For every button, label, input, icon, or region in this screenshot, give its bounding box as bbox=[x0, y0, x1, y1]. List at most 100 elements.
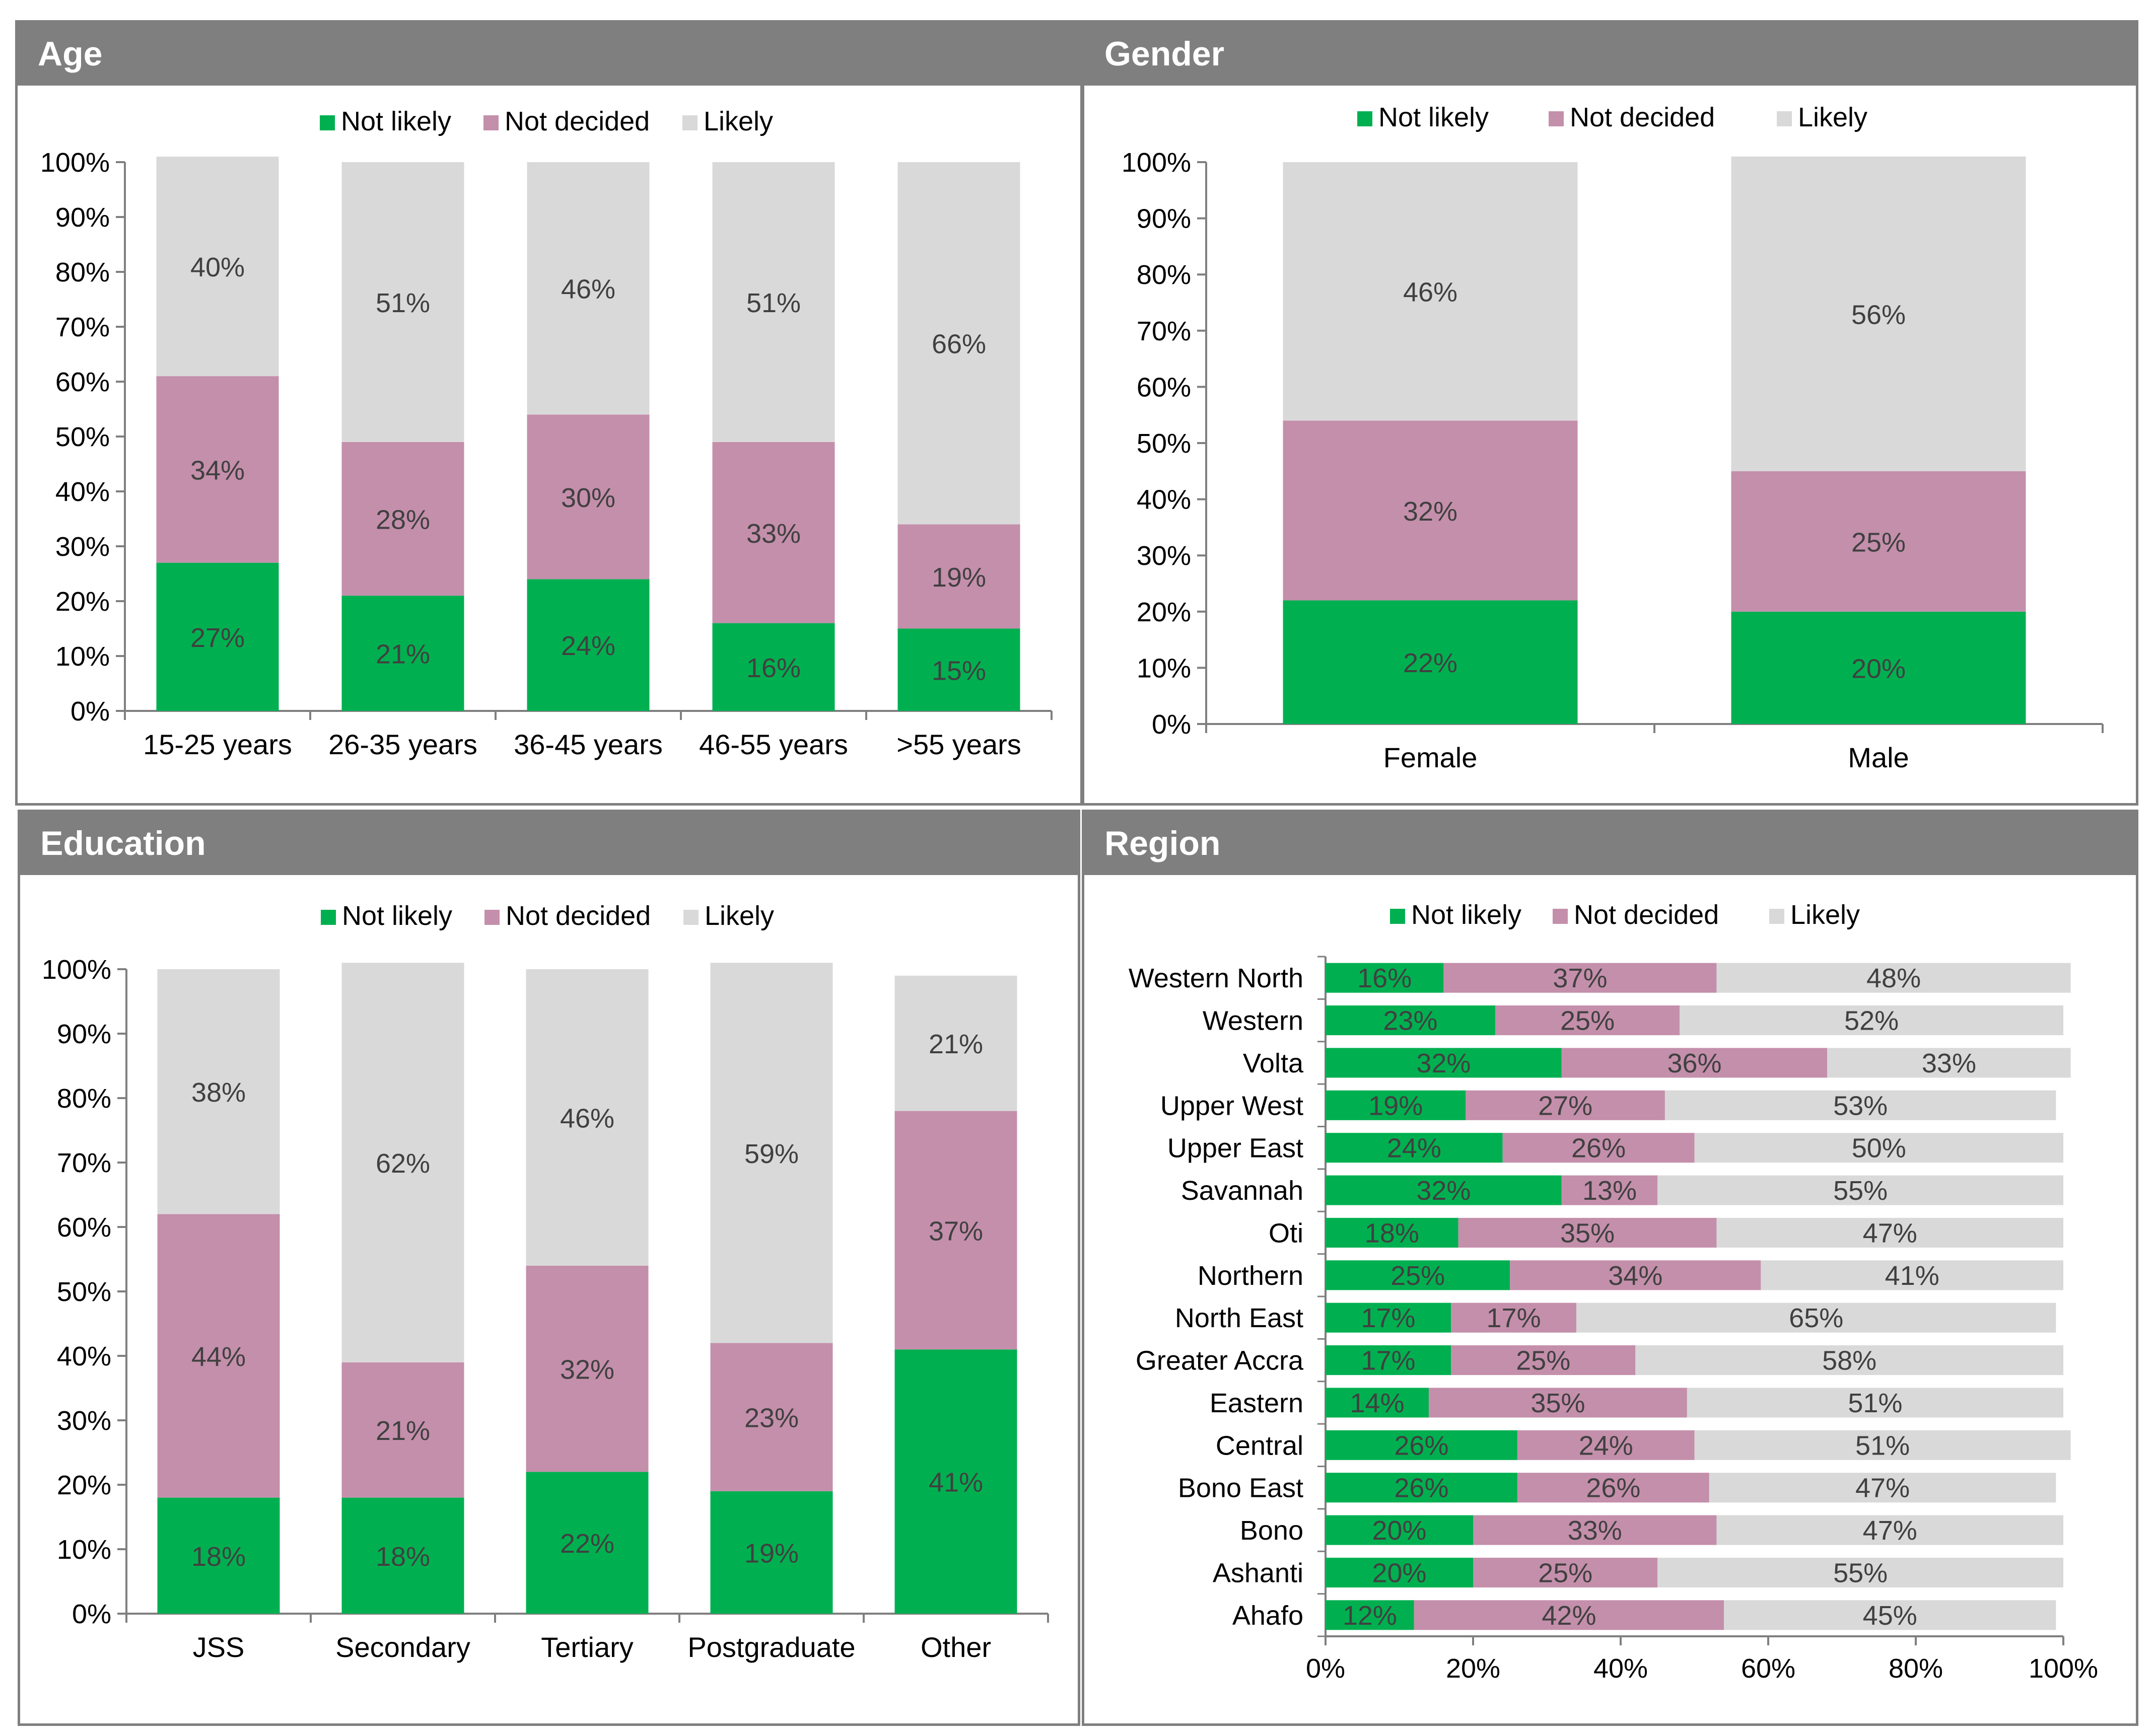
y-tick-label: 30% bbox=[1137, 541, 1191, 571]
education-chart: Not likely Not decided Likely 0% 10% 20% 30% 40… bbox=[42, 901, 1049, 1663]
data-label: 42% bbox=[1542, 1601, 1596, 1631]
bar-segment bbox=[712, 623, 835, 711]
bar-segment bbox=[156, 376, 279, 563]
y-tick-label: Greater Accra bbox=[1136, 1346, 1304, 1376]
data-label: 47% bbox=[1863, 1515, 1917, 1546]
data-label: 32% bbox=[560, 1355, 614, 1385]
legend-swatch bbox=[1549, 111, 1564, 126]
legend-swatch bbox=[321, 910, 336, 925]
region-chart: Not likely Not decided Likely 0% 20% 40% 60% 80… bbox=[1129, 900, 2098, 1684]
bar-segment bbox=[1724, 1600, 2056, 1630]
y-tick-label: Savannah bbox=[1181, 1176, 1303, 1206]
bar-segment bbox=[1510, 1260, 1761, 1290]
data-label: 37% bbox=[929, 1216, 983, 1246]
y-tick-label: 0% bbox=[71, 696, 110, 727]
bar-segment bbox=[897, 524, 1020, 629]
y-tick-label: Ahafo bbox=[1232, 1601, 1303, 1631]
bar-segment bbox=[1731, 471, 2026, 612]
bar-segment bbox=[1326, 1303, 1451, 1333]
y-tick-label: 90% bbox=[57, 1019, 111, 1049]
bar-segment bbox=[341, 963, 464, 1362]
data-label: 12% bbox=[1343, 1601, 1397, 1631]
gender-panel-title: Gender bbox=[1084, 23, 2136, 86]
x-tick-label: Female bbox=[1383, 742, 1478, 773]
data-label: 20% bbox=[1372, 1558, 1426, 1588]
data-label: 32% bbox=[1416, 1176, 1471, 1206]
x-tick-label: 60% bbox=[1741, 1653, 1795, 1684]
data-label: 19% bbox=[744, 1538, 799, 1568]
bar-segment bbox=[1326, 1260, 1510, 1290]
legend-label: Likely bbox=[705, 901, 774, 931]
legend-label: Likely bbox=[704, 106, 773, 136]
data-label: 23% bbox=[1383, 1006, 1437, 1036]
data-label: 40% bbox=[190, 252, 245, 282]
legend-label: Not likely bbox=[1411, 900, 1521, 930]
legend-swatch bbox=[484, 910, 500, 925]
bar-segment bbox=[1326, 963, 1444, 993]
bar-segment bbox=[1326, 1217, 1458, 1248]
y-tick-label: Bono bbox=[1240, 1515, 1303, 1546]
data-label: 55% bbox=[1833, 1558, 1888, 1588]
data-label: 22% bbox=[1403, 648, 1457, 678]
legend-swatch bbox=[1777, 111, 1792, 126]
bar-segment bbox=[712, 442, 835, 623]
y-tick-label: 0% bbox=[1152, 709, 1191, 740]
y-tick-label: 70% bbox=[57, 1148, 111, 1178]
bar-segment bbox=[1283, 600, 1578, 724]
data-label: 13% bbox=[1582, 1176, 1637, 1206]
bar-segment bbox=[1635, 1345, 2063, 1376]
bar-segment bbox=[1694, 1430, 2071, 1460]
legend-swatch bbox=[683, 910, 699, 925]
bar-segment bbox=[1561, 1048, 1828, 1078]
data-label: 30% bbox=[561, 483, 615, 513]
legend-swatch bbox=[483, 115, 499, 130]
legend-label: Not decided bbox=[1574, 900, 1719, 930]
data-label: 51% bbox=[376, 288, 430, 318]
data-label: 18% bbox=[191, 1542, 246, 1572]
bar-segment bbox=[894, 1349, 1017, 1614]
bar-segment bbox=[1451, 1345, 1636, 1376]
y-tick-label: Western bbox=[1203, 1006, 1303, 1036]
region-panel: Region Not likely Not decided Likely 0% 20% 4… bbox=[1082, 810, 2138, 1726]
data-label: 33% bbox=[1568, 1515, 1622, 1546]
bar-segment bbox=[1502, 1133, 1695, 1163]
y-tick-label: 50% bbox=[57, 1277, 111, 1307]
bar-segment bbox=[1326, 1345, 1451, 1376]
y-tick-label: 10% bbox=[1137, 653, 1191, 683]
data-label: 55% bbox=[1833, 1176, 1888, 1206]
data-label: 26% bbox=[1586, 1473, 1640, 1503]
bar-segment bbox=[1716, 1515, 2063, 1545]
bar-segment bbox=[1326, 1090, 1466, 1120]
gender-chart: Not likely Not decided Likely 0% 10% 20% 30% 40… bbox=[1122, 102, 2104, 773]
bar-segment bbox=[1326, 1388, 1429, 1418]
data-label: 27% bbox=[1538, 1091, 1592, 1121]
bar-segment bbox=[157, 969, 280, 1214]
bar-segment bbox=[1761, 1260, 2063, 1290]
bar-segment bbox=[894, 1111, 1017, 1350]
bar-segment bbox=[1687, 1388, 2063, 1418]
data-label: 48% bbox=[1866, 963, 1921, 993]
bar-segment bbox=[1576, 1303, 2056, 1333]
legend-swatch bbox=[1357, 111, 1372, 126]
data-label: 17% bbox=[1361, 1303, 1415, 1333]
bar-segment bbox=[1429, 1388, 1687, 1418]
x-tick-label: Postgraduate bbox=[687, 1631, 855, 1663]
x-tick-label: JSS bbox=[193, 1631, 245, 1663]
y-tick-label: 20% bbox=[55, 587, 110, 617]
data-label: 46% bbox=[1403, 277, 1457, 308]
bar-segment bbox=[341, 442, 464, 596]
bar-segment bbox=[527, 414, 650, 580]
bar-segment bbox=[710, 1491, 833, 1614]
bar-segment bbox=[1561, 1175, 1658, 1205]
bar-segment bbox=[710, 963, 833, 1343]
y-tick-label: 40% bbox=[55, 477, 110, 507]
data-label: 56% bbox=[1851, 300, 1906, 330]
bar-segment bbox=[1451, 1303, 1577, 1333]
bar-segment bbox=[526, 969, 649, 1266]
y-tick-label: Ashanti bbox=[1213, 1558, 1303, 1588]
gender-panel: Gender Not likely Not decided Likely 0% 10% 2… bbox=[1082, 20, 2138, 806]
y-tick-label: 40% bbox=[1137, 485, 1191, 515]
age-chart: Not likely Not decided Likely 0% 10% 20% 30% 40… bbox=[40, 106, 1053, 760]
y-tick-label: 60% bbox=[55, 367, 110, 397]
data-label: 26% bbox=[1571, 1133, 1626, 1164]
